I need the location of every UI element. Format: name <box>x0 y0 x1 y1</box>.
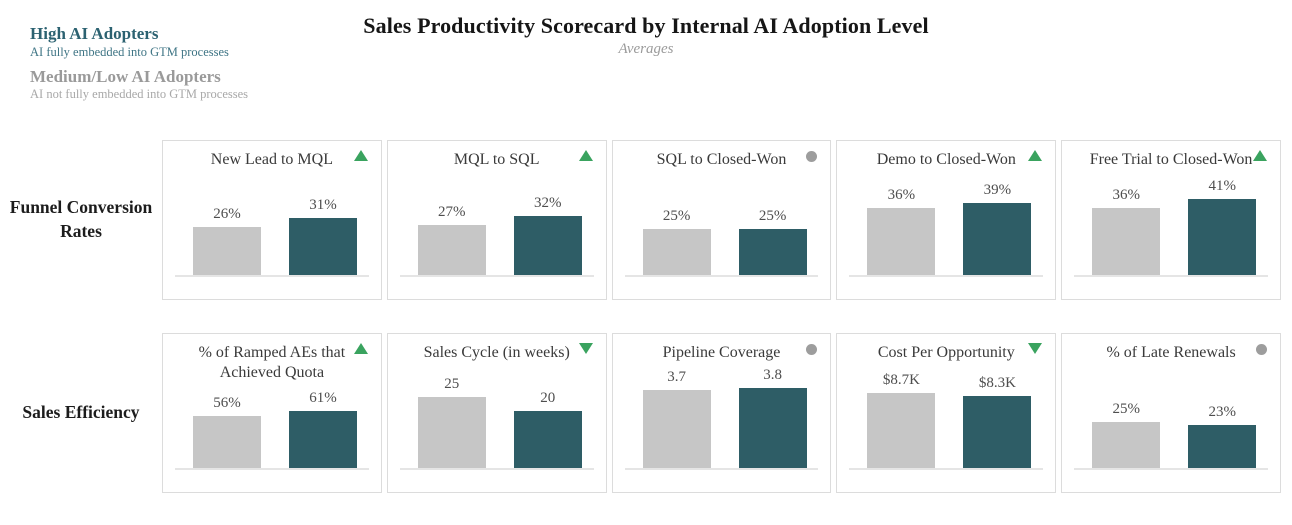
medlow-bar <box>193 227 261 276</box>
trend-down-icon <box>578 343 593 354</box>
high-value-label: 39% <box>983 182 1012 198</box>
medlow-value-label: 25% <box>662 208 691 224</box>
metric-panel: Pipeline Coverage 3.7 3.8 <box>611 333 832 493</box>
axis-baseline <box>399 468 594 470</box>
high-bar <box>738 229 807 276</box>
medlow-value-label: 3.7 <box>667 369 686 385</box>
metric-panel: Demo to Closed-Won 36% 39% <box>836 140 1057 300</box>
metric-title: % of Ramped AEs that Achieved Quota <box>198 344 346 381</box>
metric-panel: MQL to SQL 27% 32% <box>386 140 607 300</box>
axis-baseline <box>399 275 594 277</box>
medlow-value-label: 25% <box>1112 401 1140 417</box>
axis-baseline <box>1074 275 1268 277</box>
metric-title: SQL to Closed-Won <box>656 151 787 168</box>
metric-panel: Sales Cycle (in weeks) 25 20 <box>386 333 607 493</box>
metric-title: Free Trial to Closed-Won <box>1089 151 1253 168</box>
medlow-value-label: 26% <box>213 206 241 222</box>
metric-title: MQL to SQL <box>453 151 540 168</box>
high-value-label: 25% <box>758 208 787 224</box>
legend-high-label: High AI Adopters <box>30 24 159 43</box>
high-bar <box>738 388 807 469</box>
medlow-bar <box>642 390 711 469</box>
high-value-label: 31% <box>309 197 337 213</box>
legend-high-adopters: High AI Adopters AI fully embedded into … <box>30 24 248 60</box>
medlow-bar <box>867 393 936 469</box>
high-bar <box>1188 425 1257 469</box>
trend-up-icon <box>1252 150 1267 161</box>
metric-panel: % of Ramped AEs that Achieved Quota 56% … <box>162 333 382 493</box>
metric-title: New Lead to MQL <box>210 151 333 168</box>
row-label: Funnel Conversion Rates <box>9 197 153 241</box>
metric-panel: Cost Per Opportunity $8.7K $8.3K <box>836 333 1057 493</box>
trend-up-icon <box>578 150 593 161</box>
high-bar <box>963 396 1032 469</box>
high-bar <box>963 203 1032 276</box>
medlow-bar <box>642 229 711 276</box>
high-value-label: 32% <box>534 195 562 211</box>
trend-up-icon <box>353 150 368 161</box>
medlow-bar <box>867 208 936 276</box>
high-bar <box>1188 199 1257 276</box>
high-value-label: 3.8 <box>763 367 782 383</box>
trend-down-icon <box>1028 343 1043 354</box>
trend-neutral-icon <box>806 344 818 355</box>
axis-baseline <box>175 468 369 470</box>
medlow-value-label: 56% <box>213 395 241 411</box>
high-bar <box>513 411 582 469</box>
medlow-bar <box>193 416 261 469</box>
medlow-value-label: 25 <box>444 376 460 392</box>
legend-medlow-desc: AI not fully embedded into GTM processes <box>30 87 249 102</box>
metric-panel: SQL to Closed-Won 25% 25% <box>611 140 832 300</box>
metric-panel: % of Late Renewals 25% 23% <box>1061 333 1281 493</box>
row-panels: New Lead to MQL 26% 31% MQL to SQL 27% 3… <box>162 140 1281 300</box>
metric-title: Cost Per Opportunity <box>877 344 1015 361</box>
medlow-value-label: 27% <box>438 204 466 220</box>
metric-title: Pipeline Coverage <box>662 344 781 361</box>
high-value-label: 41% <box>1208 178 1236 194</box>
axis-baseline <box>849 468 1044 470</box>
row-label: Sales Efficiency <box>22 402 140 423</box>
high-bar <box>289 411 357 469</box>
high-bar <box>513 216 582 276</box>
medlow-value-label: 36% <box>887 187 916 203</box>
legend: High AI Adopters AI fully embedded into … <box>30 24 248 103</box>
metric-title: Demo to Closed-Won <box>876 151 1016 168</box>
medlow-bar <box>1092 208 1161 276</box>
medlow-bar <box>417 397 486 469</box>
row-panels: % of Ramped AEs that Achieved Quota 56% … <box>162 333 1281 493</box>
axis-baseline <box>624 275 819 277</box>
medlow-value-label: 36% <box>1112 187 1140 203</box>
medlow-value-label: $8.7K <box>882 372 920 388</box>
medlow-bar <box>1092 422 1161 469</box>
metric-title: % of Late Renewals <box>1106 344 1236 361</box>
axis-baseline <box>624 468 819 470</box>
trend-up-icon <box>353 343 368 354</box>
high-value-label: 61% <box>309 390 337 406</box>
trend-neutral-icon <box>1255 344 1267 355</box>
legend-medlow-label: Medium/Low AI Adopters <box>30 66 221 86</box>
high-value-label: 23% <box>1208 404 1236 420</box>
trend-up-icon <box>1028 150 1043 161</box>
legend-medlow-adopters: Medium/Low AI Adopters AI not fully embe… <box>30 67 248 103</box>
legend-high-desc: AI fully embedded into GTM processes <box>30 44 229 59</box>
metric-panel: New Lead to MQL 26% 31% <box>162 140 382 300</box>
metric-title: Sales Cycle (in weeks) <box>423 344 570 361</box>
high-value-label: 20 <box>540 390 556 406</box>
axis-baseline <box>1074 468 1268 470</box>
high-bar <box>289 218 357 276</box>
high-value-label: $8.3K <box>978 375 1016 391</box>
trend-neutral-icon <box>806 151 818 162</box>
metric-row: Funnel Conversion Rates New Lead to MQL … <box>0 140 1292 300</box>
medlow-bar <box>417 225 486 276</box>
axis-baseline <box>849 275 1044 277</box>
metric-row: Sales Efficiency % of Ramped AEs that Ac… <box>0 333 1292 493</box>
axis-baseline <box>175 275 369 277</box>
metric-panel: Free Trial to Closed-Won 36% 41% <box>1061 140 1281 300</box>
